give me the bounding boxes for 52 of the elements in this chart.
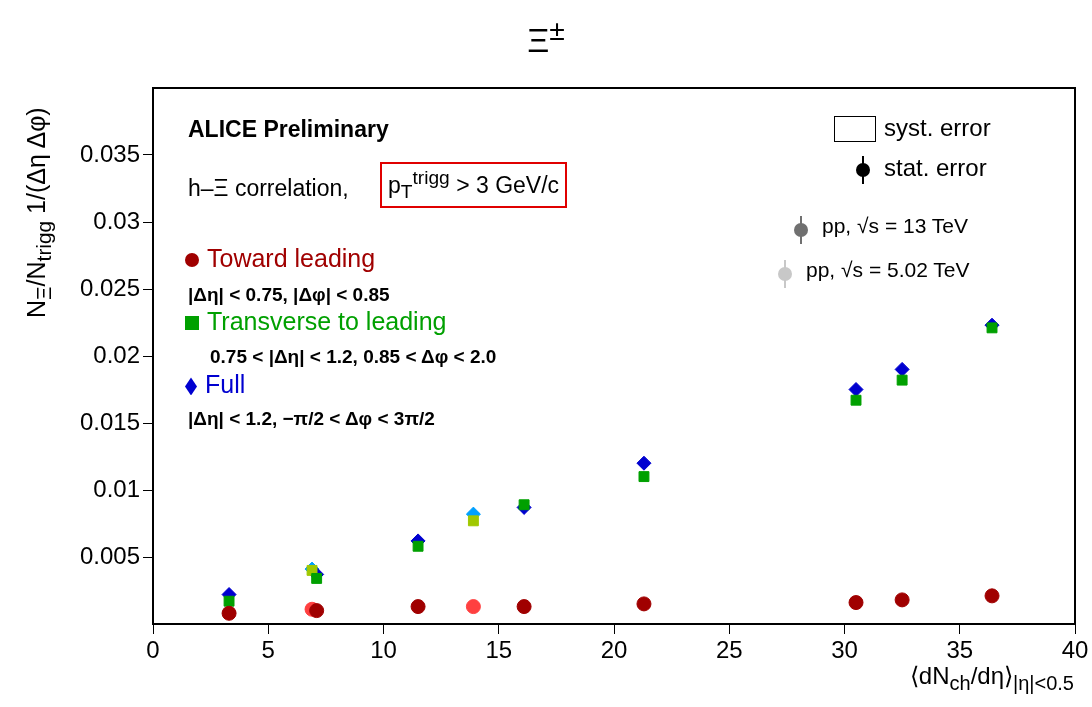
point (984, 588, 1000, 604)
y-tick-label: 0.005 (79, 541, 140, 569)
y-tick-label: 0.035 (79, 139, 140, 167)
point (410, 599, 426, 615)
point (412, 540, 424, 552)
legend-label: Transverse to leading (206, 307, 447, 336)
x-tick-label: 25 (715, 636, 743, 664)
point (223, 595, 235, 607)
annotation: p$_{T}$$^{trigg}$ > 3 GeV/c (380, 162, 568, 209)
point (636, 596, 652, 612)
point (894, 361, 910, 377)
x-tick-label: 5 (261, 636, 275, 664)
point (465, 599, 481, 615)
annotation: pp, √s = 13 TeV (822, 214, 968, 238)
point (894, 592, 910, 608)
x-tick-label: 15 (485, 636, 513, 664)
annotation: 0.75 < |Δη| < 1.2, 0.85 < Δφ < 2.0 (210, 346, 497, 368)
y-tick-label: 0.02 (93, 340, 140, 368)
chart-title: Ξ$^{±}$ (526, 14, 566, 61)
point (848, 382, 864, 397)
point (636, 455, 652, 471)
x-tick-label: 0 (146, 636, 160, 664)
x-tick-label: 10 (370, 636, 397, 664)
x-tick-label: 20 (600, 636, 628, 664)
annotation: stat. error (884, 154, 987, 182)
legend-label: Full (204, 370, 246, 399)
annotation: |Δη| < 1.2, −π/2 < Δφ < 3π/2 (188, 408, 435, 430)
point (518, 499, 530, 511)
point (221, 605, 237, 621)
point (850, 394, 862, 406)
point (516, 599, 532, 615)
annotation: h–Ξ correlation, (188, 175, 349, 202)
point (986, 322, 998, 334)
point (638, 471, 650, 483)
annotation: ALICE Preliminary (188, 116, 389, 143)
point (896, 374, 908, 386)
x-tick-label: 40 (1061, 636, 1089, 664)
point (309, 603, 325, 619)
x-tick-label: 35 (946, 636, 974, 664)
x-tick-label: 30 (831, 636, 858, 664)
y-tick-label: 0.03 (93, 206, 140, 234)
y-tick-label: 0.01 (93, 474, 140, 502)
y-tick-label: 0.025 (79, 273, 140, 301)
point (848, 595, 864, 611)
annotation: |Δη| < 0.75, |Δφ| < 0.85 (188, 284, 390, 306)
point (467, 515, 479, 527)
annotation: syst. error (884, 114, 991, 142)
legend-label: Toward leading (206, 244, 376, 273)
y-tick-label: 0.015 (79, 407, 140, 435)
point (311, 572, 323, 584)
x-axis-title: ⟨dN$_{ch}$/dη⟩$_{|η|<0.5}$ (909, 662, 1074, 695)
annotation: pp, √s = 5.02 TeV (806, 258, 970, 282)
